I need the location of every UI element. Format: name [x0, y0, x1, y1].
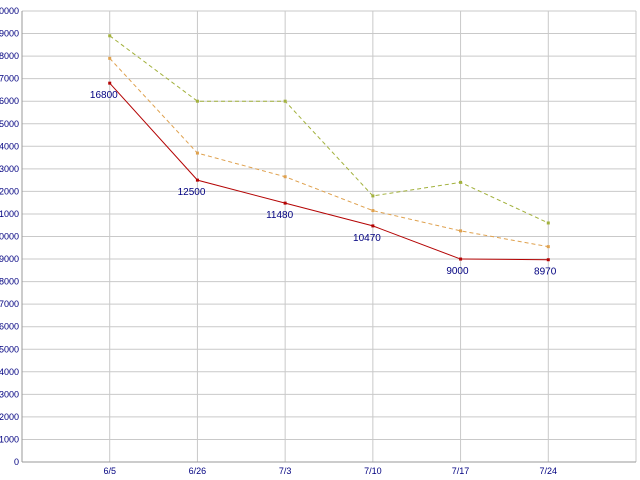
series-red-solid-line [109, 82, 549, 261]
series-orange-dashed-point [108, 56, 112, 60]
y-tick-label: 4000 [0, 367, 19, 377]
series-green-dashed-line [109, 35, 549, 224]
data-label: 16800 [90, 90, 118, 101]
series-red-solid-point [108, 81, 112, 85]
data-label: 8970 [534, 267, 557, 278]
y-tick-label: 20000 [0, 6, 19, 16]
series-green-dashed-point [195, 99, 199, 103]
y-tick-label: 11000 [0, 209, 19, 219]
series-orange-dashed-point [283, 175, 287, 179]
y-tick-label: 13000 [0, 164, 19, 174]
series-green-dashed-point [459, 180, 463, 184]
data-label: 12500 [178, 187, 206, 198]
y-tick-label: 6000 [0, 322, 19, 332]
x-tick-label: 6/5 [103, 466, 116, 476]
series-orange-dashed-point [459, 229, 463, 233]
y-tick-label: 8000 [0, 277, 19, 287]
data-label: 9000 [446, 266, 469, 277]
data-label: 10470 [353, 233, 381, 244]
y-tick-label: 2000 [0, 412, 19, 422]
y-tick-label: 18000 [0, 51, 19, 61]
x-tick-label: 7/3 [279, 466, 292, 476]
x-tick-label: 7/24 [540, 466, 558, 476]
series-green-dashed-point [283, 99, 287, 103]
series-red-solid-point [459, 257, 463, 261]
data-label: 11480 [266, 210, 294, 221]
y-tick-label: 9000 [0, 254, 19, 264]
y-tick-label: 17000 [0, 74, 19, 84]
y-tick-label: 7000 [0, 299, 19, 309]
series-green-dashed-point [108, 34, 112, 38]
series-green-dashed-point [371, 194, 375, 198]
series-orange-dashed-line [109, 58, 549, 248]
y-tick-label: 0 [14, 457, 19, 467]
series-orange-dashed-point [195, 151, 199, 155]
series-green-dashed-point [546, 221, 550, 225]
x-tick-label: 6/26 [189, 466, 207, 476]
y-tick-label: 12000 [0, 186, 19, 196]
series-red-solid-point [371, 224, 375, 228]
y-tick-label: 14000 [0, 141, 19, 151]
y-tick-label: 1000 [0, 434, 19, 444]
x-tick-label: 7/17 [452, 466, 470, 476]
y-tick-label: 10000 [0, 232, 19, 242]
series-red-solid-point [195, 178, 199, 182]
y-tick-label: 15000 [0, 119, 19, 129]
y-tick-label: 5000 [0, 344, 19, 354]
y-tick-label: 19000 [0, 29, 19, 39]
series-red-solid-point [283, 201, 287, 205]
x-tick-label: 7/10 [364, 466, 382, 476]
series-orange-dashed-point [546, 245, 550, 249]
series-orange-dashed-point [371, 209, 375, 213]
y-tick-label: 3000 [0, 389, 19, 399]
series-red-solid-point [546, 258, 550, 262]
y-tick-label: 16000 [0, 96, 19, 106]
